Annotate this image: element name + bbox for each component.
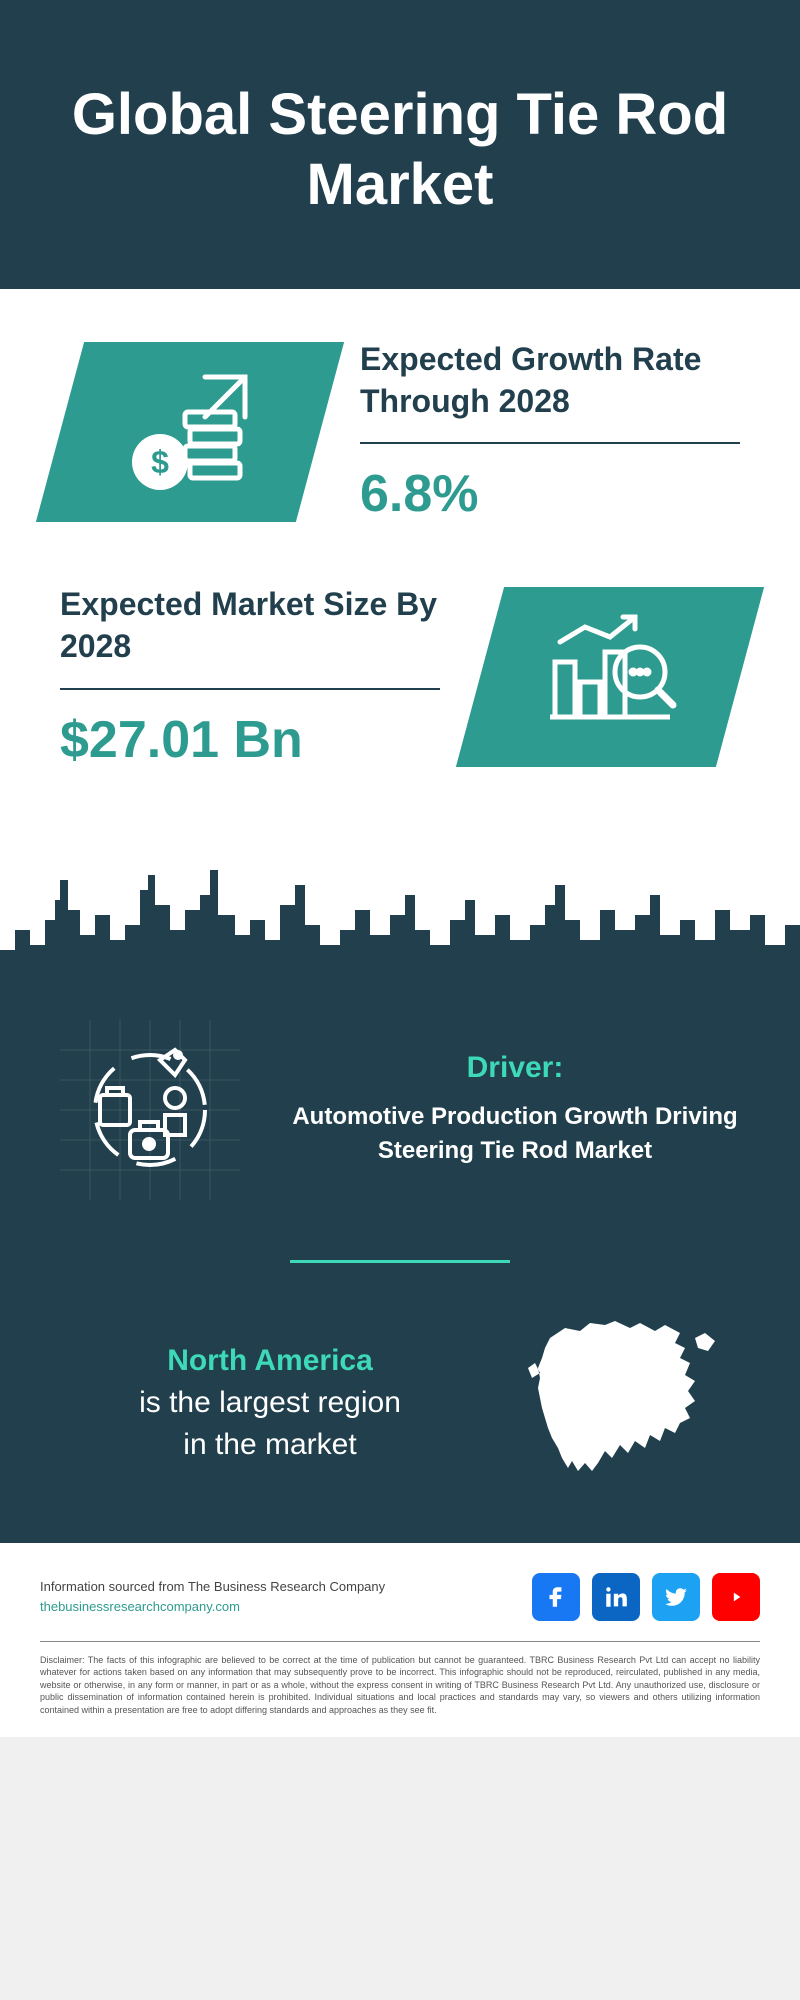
infographic-container: Global Steering Tie Rod Market <box>0 0 800 1737</box>
growth-rate-row: $ Expected Growth Rate Through 2028 6.8% <box>60 339 740 524</box>
growth-label: Expected Growth Rate Through 2028 <box>360 339 740 422</box>
driver-text-block: Driver: Automotive Production Growth Dri… <box>290 1051 740 1167</box>
driver-label: Driver: <box>290 1051 740 1085</box>
region-text: North America is the largest region in t… <box>60 1340 480 1466</box>
linkedin-icon[interactable] <box>592 1573 640 1621</box>
footer-source: Information sourced from The Business Re… <box>40 1577 385 1616</box>
footer-section: Information sourced from The Business Re… <box>0 1543 800 1737</box>
market-text-block: Expected Market Size By 2028 $27.01 Bn <box>60 584 440 769</box>
market-label: Expected Market Size By 2028 <box>60 584 440 667</box>
coins-arrow-icon: $ <box>115 367 265 497</box>
skyline-silhouette <box>0 860 800 980</box>
dark-section: Driver: Automotive Production Growth Dri… <box>0 980 800 1543</box>
main-title: Global Steering Tie Rod Market <box>60 80 740 219</box>
footer-divider <box>40 1641 760 1642</box>
region-line2: in the market <box>183 1428 356 1461</box>
source-line1: Information sourced from The Business Re… <box>40 1577 385 1597</box>
market-divider <box>60 688 440 690</box>
region-line1: is the largest region <box>139 1386 401 1419</box>
svg-text:$: $ <box>151 444 169 480</box>
twitter-icon[interactable] <box>652 1573 700 1621</box>
growth-divider <box>360 442 740 444</box>
growth-value: 6.8% <box>360 464 740 524</box>
region-map-container <box>520 1313 740 1493</box>
stats-section: $ Expected Growth Rate Through 2028 6.8% <box>0 289 800 859</box>
social-icons-row <box>532 1573 760 1621</box>
region-divider <box>290 1260 510 1263</box>
driver-icon-container <box>60 1020 240 1200</box>
growth-text-block: Expected Growth Rate Through 2028 6.8% <box>360 339 740 524</box>
north-america-map-icon <box>520 1313 740 1493</box>
growth-icon-shape: $ <box>36 342 344 522</box>
footer-top-row: Information sourced from The Business Re… <box>40 1573 760 1621</box>
market-size-row: Expected Market Size By 2028 $27.01 Bn <box>60 584 740 769</box>
source-line2: thebusinessresearchcompany.com <box>40 1597 385 1617</box>
grid-industry-icon <box>60 1020 240 1200</box>
disclaimer-text: Disclaimer: The facts of this infographi… <box>40 1654 760 1717</box>
driver-block: Driver: Automotive Production Growth Dri… <box>60 1020 740 1200</box>
market-value: $27.01 Bn <box>60 710 440 770</box>
chart-magnify-icon <box>535 612 685 742</box>
region-highlight: North America <box>167 1344 373 1377</box>
driver-description: Automotive Production Growth Driving Ste… <box>290 1100 740 1167</box>
region-block: North America is the largest region in t… <box>60 1313 740 1493</box>
market-icon-shape <box>456 587 764 767</box>
facebook-icon[interactable] <box>532 1573 580 1621</box>
youtube-icon[interactable] <box>712 1573 760 1621</box>
header-section: Global Steering Tie Rod Market <box>0 0 800 289</box>
